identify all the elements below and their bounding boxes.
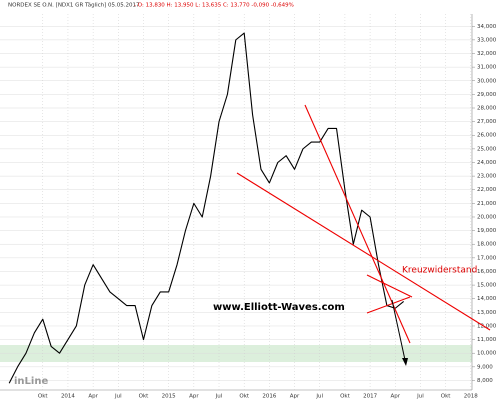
y-tick-label: 17,000 <box>477 255 497 261</box>
x-tick-label: Okt <box>139 394 150 400</box>
logo: inLine <box>14 376 48 387</box>
y-tick-label: 12,000 <box>477 323 497 329</box>
y-tick-label: 11,000 <box>477 337 497 343</box>
y-tick-label: 29,000 <box>477 92 497 98</box>
x-tick-label: Jul <box>215 394 223 400</box>
y-tick-label: 18,000 <box>477 242 497 248</box>
arrow-head <box>402 358 408 366</box>
y-tick-label: 28,000 <box>477 106 497 112</box>
trend-line <box>236 172 491 331</box>
x-tick-label: Apr <box>391 394 401 400</box>
x-tick-label: Apr <box>189 394 199 400</box>
x-tick-label: 2015 <box>162 394 176 400</box>
y-tick-label: 26,000 <box>477 133 497 139</box>
y-tick-label: 13,000 <box>477 310 497 316</box>
y-tick-label: 15,000 <box>477 283 497 289</box>
trend-line <box>366 274 413 298</box>
y-tick-label: 21,000 <box>477 201 497 207</box>
x-tick-label: Okt <box>441 394 452 400</box>
y-tick-label: 24,000 <box>477 160 497 166</box>
arrow <box>391 299 406 361</box>
y-tick-label: 32,000 <box>477 51 497 57</box>
x-tick-label: Okt <box>340 394 351 400</box>
y-tick-label: 16,000 <box>477 269 497 275</box>
y-tick-label: 10,000 <box>477 351 497 357</box>
y-tick-label: 19,000 <box>477 228 497 234</box>
y-tick-label: 33,000 <box>477 37 497 43</box>
x-tick-label: Jul <box>416 394 424 400</box>
y-tick-label: 22,000 <box>477 187 497 193</box>
x-tick-label: 2018 <box>464 394 478 400</box>
support-zone <box>0 345 472 362</box>
y-tick-label: 14,000 <box>477 296 497 302</box>
price-line <box>8 32 405 384</box>
ohlc-info: - O: 13,830 H: 13,950 L: 13,635 C: 13,77… <box>134 3 294 9</box>
x-tick-label: Apr <box>290 394 300 400</box>
y-tick-label: 27,000 <box>477 119 497 125</box>
y-tick-label: 31,000 <box>477 65 497 71</box>
x-tick-label: Jul <box>315 394 323 400</box>
x-tick-label: Apr <box>88 394 98 400</box>
x-tick-label: 2016 <box>262 394 276 400</box>
y-tick-label: 25,000 <box>477 146 497 152</box>
y-tick-label: 34,000 <box>477 24 497 30</box>
x-tick-label: 2014 <box>61 394 75 400</box>
x-tick-label: 2017 <box>363 394 377 400</box>
y-tick-label: 9,000 <box>477 364 493 370</box>
x-tick-label: Okt <box>239 394 250 400</box>
x-tick-label: Okt <box>38 394 49 400</box>
annotation: Kreuzwiderstand <box>402 266 477 276</box>
y-tick-label: 23,000 <box>477 174 497 180</box>
y-tick-label: 8,000 <box>477 378 493 384</box>
y-tick-label: 30,000 <box>477 78 497 84</box>
chart-title: NORDEX SE O.N. [NDX1 GR Täglich] 05.05.2… <box>8 3 140 9</box>
y-tick-label: 20,000 <box>477 214 497 220</box>
watermark: www.Elliott-Waves.com <box>213 302 345 313</box>
x-tick-label: Jul <box>114 394 122 400</box>
trend-line <box>366 296 411 314</box>
